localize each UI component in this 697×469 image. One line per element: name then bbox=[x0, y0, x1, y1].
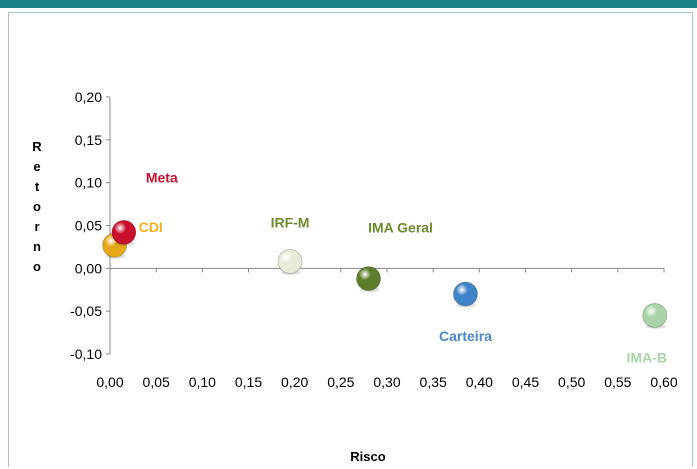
y-tick-label: 0,15 bbox=[75, 132, 102, 148]
x-tick-label: 0,35 bbox=[420, 374, 447, 390]
x-tick-label: 0,20 bbox=[281, 374, 308, 390]
y-axis-title-letter: n bbox=[33, 239, 41, 254]
x-tick-label: 0,40 bbox=[466, 374, 493, 390]
y-axis-title-letter: o bbox=[33, 199, 41, 214]
y-tick-labels: 0,20 0,15 0,10 0,05 0,00 -0,05 -0,10 bbox=[70, 89, 102, 362]
data-point-carteira bbox=[453, 281, 478, 307]
y-axis-title-letter: r bbox=[34, 219, 39, 234]
x-tick-label: 0,30 bbox=[373, 374, 400, 390]
x-tick-label: 0,05 bbox=[143, 374, 170, 390]
axes bbox=[106, 96, 665, 355]
x-tick-label: 0,00 bbox=[96, 374, 123, 390]
data-point-ima-b bbox=[642, 303, 668, 328]
x-axis-title: Risco bbox=[350, 449, 385, 464]
x-tick-label: 0,50 bbox=[558, 374, 585, 390]
y-tick-label: 0,20 bbox=[75, 89, 102, 105]
data-label-meta: Meta bbox=[146, 169, 178, 185]
top-accent-bar bbox=[0, 0, 697, 8]
data-point-meta bbox=[111, 219, 137, 245]
y-tick-label: 0,05 bbox=[75, 218, 102, 234]
x-tick-label: 0,10 bbox=[189, 374, 216, 390]
x-tick-labels: 0,00 0,05 0,10 0,15 0,20 0,25 0,30 0,35 0,40 0,45… bbox=[96, 374, 677, 390]
x-tick-label: 0,15 bbox=[235, 374, 262, 390]
data-label-cdi: CDI bbox=[139, 219, 163, 235]
y-axis-title-letter: R bbox=[32, 139, 42, 154]
chart-frame bbox=[8, 12, 693, 467]
data-label-ima-b: IMA-B bbox=[627, 349, 667, 365]
y-tick-label: 0,00 bbox=[75, 260, 102, 276]
y-axis-title-letter: o bbox=[33, 259, 41, 274]
y-tick-label: -0,10 bbox=[70, 346, 102, 362]
y-tick-label: 0,10 bbox=[75, 175, 102, 191]
x-tick-label: 0,60 bbox=[650, 374, 677, 390]
data-labels: CDI Meta IRF-M IMA Geral Carteira IMA-B bbox=[139, 169, 667, 365]
data-label-carteira: Carteira bbox=[439, 328, 492, 344]
x-tick-label: 0,45 bbox=[512, 374, 539, 390]
data-point-ima-geral bbox=[356, 266, 381, 292]
data-point-irf-m bbox=[277, 249, 303, 274]
data-points bbox=[102, 219, 668, 329]
data-label-irf-m: IRF-M bbox=[271, 214, 310, 230]
x-tick-label: 0,25 bbox=[327, 374, 354, 390]
y-axis-title-letter: e bbox=[33, 159, 40, 174]
data-label-ima-geral: IMA Geral bbox=[368, 220, 433, 236]
y-axis-title-letter: t bbox=[35, 179, 40, 194]
x-tick-label: 0,55 bbox=[604, 374, 631, 390]
y-tick-label: -0,05 bbox=[70, 303, 102, 319]
